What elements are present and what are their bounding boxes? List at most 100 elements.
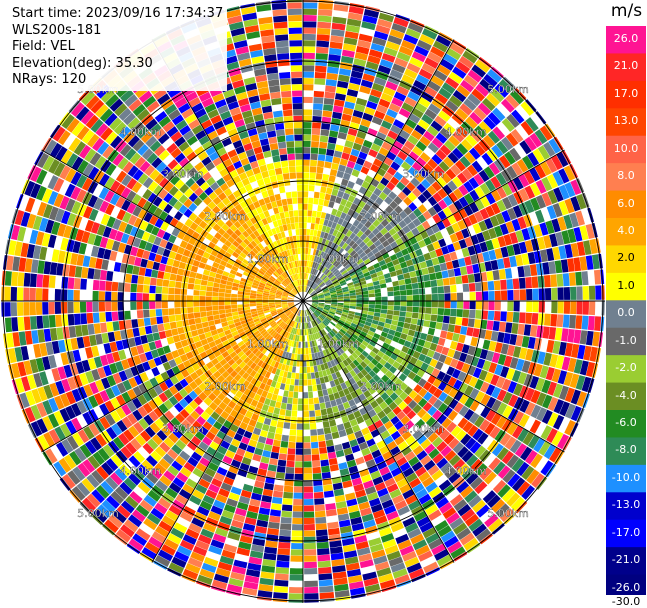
velocity-gate — [383, 114, 395, 125]
velocity-gate — [332, 365, 339, 373]
velocity-gate — [329, 168, 338, 177]
velocity-gate — [494, 301, 501, 311]
velocity-gate — [412, 429, 423, 440]
velocity-gate — [276, 465, 286, 473]
velocity-gate — [451, 222, 461, 233]
velocity-gate — [318, 323, 324, 330]
velocity-gate — [326, 515, 338, 523]
velocity-gate — [303, 40, 316, 47]
velocity-gate — [175, 314, 182, 322]
velocity-gate — [450, 292, 457, 301]
velocity-gate — [570, 389, 581, 405]
velocity-gate — [303, 235, 307, 242]
velocity-gate — [310, 153, 318, 161]
velocity-gate — [312, 466, 322, 474]
velocity-gate — [425, 481, 438, 493]
velocity-gate — [338, 68, 352, 77]
velocity-gate — [307, 273, 311, 280]
velocity-gate — [340, 336, 348, 343]
velocity-gate — [525, 277, 532, 289]
velocity-gate — [316, 243, 322, 251]
velocity-gate — [311, 128, 321, 136]
velocity-gate — [200, 311, 207, 318]
velocity-gate — [124, 283, 131, 292]
velocity-gate — [354, 136, 365, 146]
velocity-gate — [327, 521, 339, 529]
velocity-gate — [315, 309, 322, 314]
velocity-gate — [455, 108, 469, 121]
velocity-gate — [379, 579, 396, 590]
velocity-gate — [314, 319, 319, 326]
velocity-gate — [324, 246, 330, 254]
velocity-gate — [317, 331, 322, 339]
velocity-gate — [152, 261, 161, 271]
velocity-gate — [391, 275, 399, 282]
velocity-gate — [304, 260, 308, 267]
velocity-gate — [353, 410, 362, 419]
velocity-gate — [534, 129, 548, 145]
velocity-gate — [338, 247, 345, 255]
velocity-gate — [289, 429, 297, 436]
velocity-gate — [387, 301, 394, 306]
velocity-gate — [348, 82, 360, 92]
velocity-gate — [547, 396, 559, 412]
velocity-gate — [332, 328, 338, 335]
velocity-gate — [329, 249, 336, 257]
velocity-gate — [387, 296, 394, 301]
velocity-gate — [367, 491, 379, 501]
velocity-gate — [311, 303, 318, 306]
velocity-gate — [358, 241, 366, 249]
velocity-gate — [335, 449, 345, 458]
velocity-gate — [317, 351, 322, 359]
velocity-gate — [393, 472, 406, 483]
velocity-gate — [11, 317, 19, 332]
velocity-gate — [384, 396, 394, 406]
velocity-gate — [29, 287, 36, 301]
velocity-gate — [48, 315, 56, 328]
velocity-gate — [320, 265, 325, 272]
velocity-gate — [178, 333, 187, 341]
velocity-gate — [450, 284, 457, 293]
velocity-gate — [378, 147, 389, 157]
velocity-gate — [421, 28, 438, 40]
velocity-gate — [315, 217, 321, 225]
velocity-gate — [218, 305, 225, 310]
velocity-gate — [386, 261, 394, 268]
velocity-gate — [422, 527, 437, 539]
velocity-gate — [321, 414, 329, 422]
velocity-gate — [357, 322, 365, 328]
velocity-gate — [400, 301, 407, 306]
velocity-gate — [500, 290, 508, 301]
velocity-gate — [346, 134, 356, 143]
velocity-gate — [422, 371, 431, 381]
velocity-gate — [289, 568, 303, 575]
velocity-gate — [463, 301, 470, 310]
velocity-gate — [318, 301, 325, 304]
velocity-gate — [307, 216, 312, 223]
velocity-gate — [368, 304, 375, 309]
velocity-gate — [323, 362, 329, 370]
velocity-gate — [540, 425, 553, 440]
velocity-gate — [394, 420, 404, 431]
velocity-gate — [342, 401, 351, 410]
velocity-gate — [595, 301, 602, 316]
velocity-gate — [326, 254, 332, 262]
velocity-gate — [342, 252, 350, 259]
velocity-gate — [319, 192, 326, 200]
velocity-gate — [178, 261, 187, 270]
velocity-gate — [409, 342, 418, 351]
velocity-gate — [353, 317, 360, 323]
velocity-gate — [157, 270, 165, 279]
velocity-gate — [391, 97, 404, 108]
velocity-gate — [162, 315, 170, 324]
velocity-gate — [567, 258, 575, 272]
velocity-gate — [402, 367, 411, 377]
velocity-gate — [393, 156, 404, 166]
velocity-gate — [338, 184, 347, 193]
velocity-gate — [212, 291, 219, 297]
velocity-gate — [316, 317, 322, 323]
velocity-gate — [386, 181, 396, 191]
velocity-gate — [376, 255, 384, 263]
velocity-gate — [344, 263, 351, 270]
velocity-gate — [405, 230, 415, 240]
